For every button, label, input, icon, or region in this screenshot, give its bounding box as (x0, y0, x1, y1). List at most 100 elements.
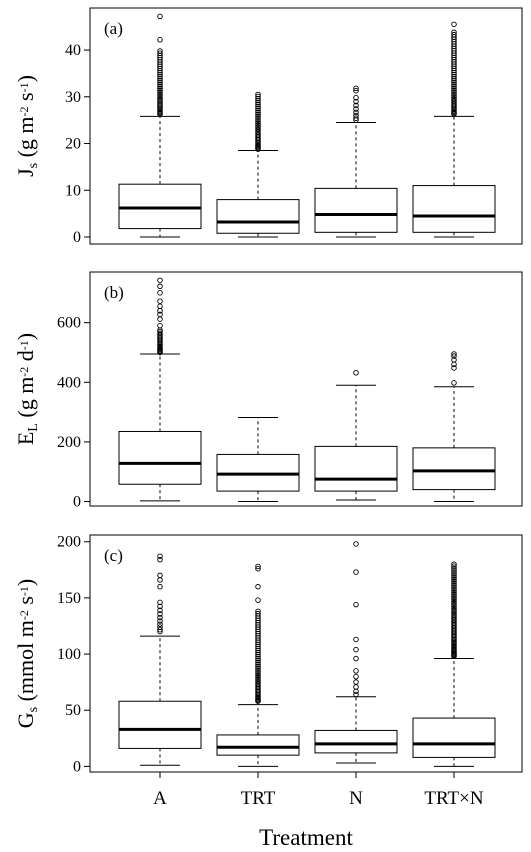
outlier-point (255, 122, 261, 129)
outlier-point (157, 607, 163, 614)
outlier-point (255, 113, 261, 119)
outlier-point (353, 115, 359, 121)
outlier-point (255, 95, 261, 102)
outlier-point (255, 659, 261, 666)
outlier-point (255, 103, 261, 110)
box-iqr (412, 717, 496, 758)
box-0 (118, 553, 202, 766)
outlier-point (353, 109, 359, 116)
outlier-point (255, 653, 261, 660)
box-iqr (118, 700, 202, 749)
outlier-point (255, 655, 261, 662)
outlier-point (157, 71, 163, 78)
y-axis-label-sup2: -1 (17, 586, 31, 596)
outlier-point (451, 29, 457, 36)
outlier-point (157, 37, 163, 43)
y-axis-label-units-mid: s (13, 92, 38, 106)
outlier-point (451, 75, 457, 82)
outlier-point (451, 351, 457, 357)
outlier-point (255, 651, 261, 658)
outlier-point (451, 31, 457, 38)
outlier-point (451, 589, 457, 596)
outlier-point (157, 577, 163, 583)
outlier-point (451, 576, 457, 583)
outlier-point (451, 609, 457, 615)
panel-label: (c) (104, 546, 123, 565)
outlier-point (451, 81, 457, 88)
box-0 (118, 13, 202, 238)
outlier-point (353, 668, 359, 674)
outlier-point (157, 624, 163, 630)
y-axis-label-sup1: -2 (17, 367, 31, 377)
y-axis-label-units-post: ) (13, 333, 38, 340)
outlier-point (255, 663, 261, 670)
outlier-point (451, 73, 457, 80)
outlier-point (255, 679, 261, 686)
outlier-point (157, 329, 163, 335)
outlier-point (157, 87, 163, 94)
outlier-point (157, 553, 163, 560)
outlier-point (353, 85, 359, 92)
outlier-point (451, 595, 457, 601)
outlier-point (451, 565, 457, 571)
x-tick-label: A (153, 788, 167, 809)
outlier-point (255, 101, 261, 108)
outlier-point (451, 380, 457, 386)
outlier-point (451, 365, 457, 371)
outlier-point (451, 91, 457, 97)
outlier-point (255, 111, 261, 118)
outlier-point (451, 96, 457, 102)
outlier-point (157, 599, 163, 606)
outlier-point (255, 678, 261, 684)
outlier-point (255, 583, 261, 590)
y-tick-label: 200 (57, 534, 81, 551)
outlier-point (157, 78, 163, 84)
box-3 (412, 561, 496, 767)
outlier-point (451, 573, 457, 579)
y-axis-label-main: E (13, 432, 38, 445)
box-iqr (216, 199, 300, 234)
y-axis-label-sup1: -2 (17, 610, 31, 620)
outlier-point (255, 608, 261, 615)
y-tick-label: 0 (73, 229, 81, 246)
plot-frame (89, 534, 523, 773)
outlier-point (451, 607, 457, 613)
outlier-point (255, 105, 261, 112)
outlier-point (157, 74, 163, 80)
outlier-point (255, 649, 261, 656)
outlier-point (451, 587, 457, 594)
y-axis-label: Js (g m-2 s-1) (13, 75, 41, 177)
outlier-point (157, 277, 163, 284)
outlier-point (255, 99, 261, 106)
outlier-point (451, 21, 457, 28)
outlier-point (157, 91, 163, 97)
outlier-point (451, 85, 457, 92)
outlier-point (451, 567, 457, 573)
y-axis-label-sup2: -1 (17, 340, 31, 350)
outlier-point (255, 672, 261, 679)
outlier-point (157, 618, 163, 624)
y-axis-label: EL (g m-2 d-1) (13, 333, 41, 445)
outlier-point (157, 298, 163, 304)
y-axis-label-sup2: -1 (17, 82, 31, 92)
outlier-point (255, 657, 261, 664)
outlier-point (255, 120, 261, 127)
outlier-point (451, 353, 457, 359)
outlier-point (255, 597, 261, 603)
outlier-point (157, 626, 163, 633)
outlier-point (451, 593, 457, 599)
box-iqr (412, 185, 496, 233)
outlier-point (451, 598, 457, 605)
y-axis-label-units-post: ) (13, 579, 38, 586)
outlier-point (157, 93, 163, 99)
y-tick-label: 200 (57, 434, 81, 451)
box-3 (412, 21, 496, 238)
y-axis-label-units-post: ) (13, 75, 38, 82)
y-axis-label-sub: L (26, 423, 41, 432)
outlier-point (451, 94, 457, 101)
outlier-point (255, 669, 261, 675)
outlier-point (157, 290, 163, 296)
y-axis-label-units-pre: (g m (13, 116, 38, 162)
outlier-point (255, 115, 261, 121)
